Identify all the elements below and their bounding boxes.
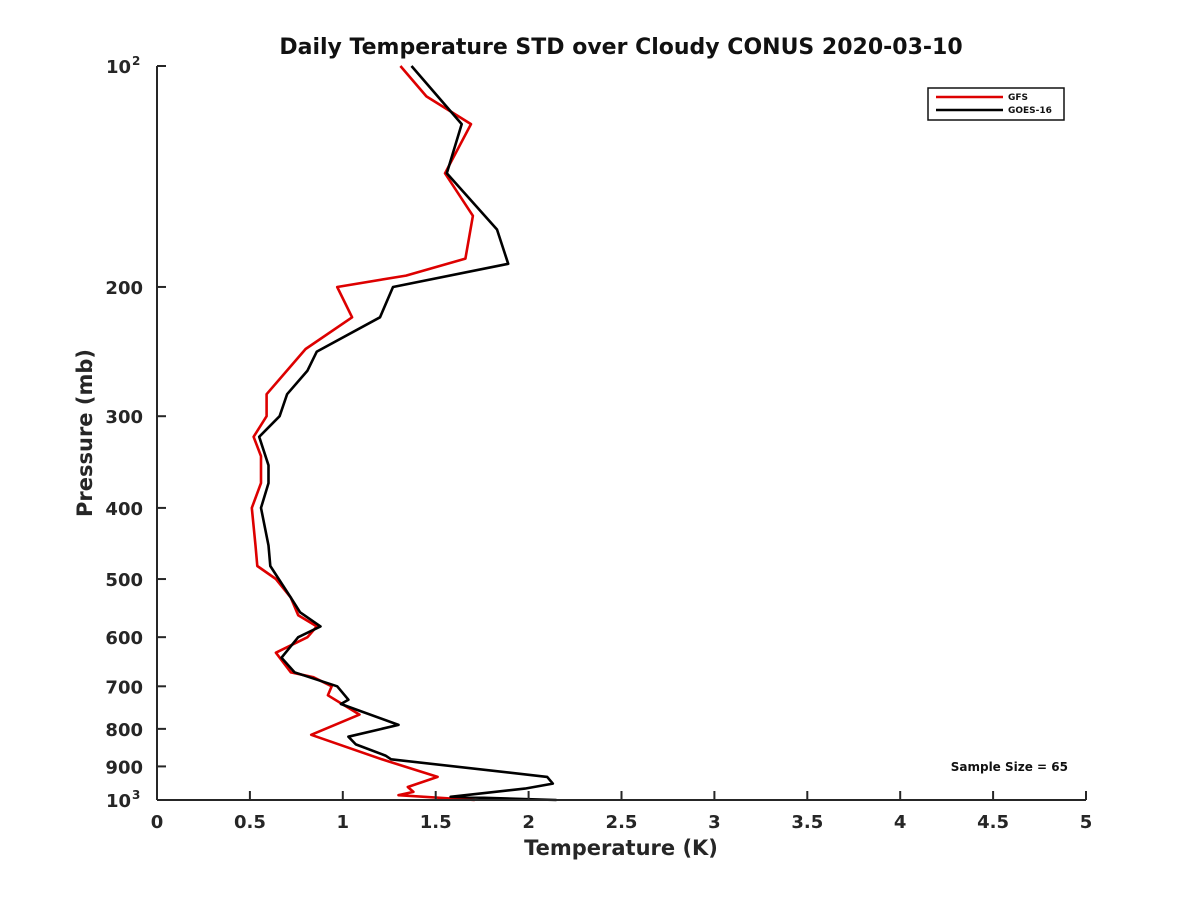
y-tick-label: 300 [105, 407, 143, 428]
y-tick-label: 10 [106, 791, 131, 812]
y-axis-label: Pressure (mb) [73, 349, 97, 517]
y-tick-label: 200 [105, 278, 143, 299]
x-tick-label: 2.5 [606, 812, 638, 833]
x-tick-label: 3 [708, 812, 721, 833]
y-tick-label: 800 [105, 720, 143, 741]
series-line-goes-16 [257, 65, 557, 802]
legend-label: GFS [1008, 93, 1028, 103]
y-tick-label: 600 [105, 628, 143, 649]
x-tick-label: 2 [522, 812, 535, 833]
x-tick-label: 0.5 [234, 812, 266, 833]
x-tick-label: 0 [151, 812, 164, 833]
x-tick-label: 1 [337, 812, 350, 833]
y-tick-label: 700 [105, 677, 143, 698]
y-tick-label: 500 [105, 570, 143, 591]
x-axis-label: Temperature (K) [524, 836, 718, 860]
y-tick-label: 900 [105, 757, 143, 778]
chart-title: Daily Temperature STD over Cloudy CONUS … [279, 35, 962, 60]
y-tick-label: 10 [106, 57, 131, 78]
legend-label: GOES-16 [1008, 106, 1052, 116]
series-line-gfs [250, 65, 475, 802]
x-tick-label: 4.5 [977, 812, 1009, 833]
legend-box [927, 87, 1065, 121]
y-tick-exponent: 3 [132, 788, 140, 802]
axes [156, 66, 1086, 801]
y-tick-exponent: 2 [132, 54, 140, 68]
legend: GFS GOES-16 [927, 87, 1065, 121]
y-tick-label: 400 [105, 499, 143, 520]
plot-lines [250, 65, 557, 802]
x-tick-label: 4 [894, 812, 907, 833]
x-ticks: 0 0.5 1 1.5 2 2.5 3 3.5 4 4.5 5 [151, 791, 1093, 833]
x-tick-label: 5 [1080, 812, 1093, 833]
sample-size-annotation: Sample Size = 65 [951, 760, 1068, 774]
x-tick-label: 3.5 [791, 812, 823, 833]
x-tick-label: 1.5 [420, 812, 452, 833]
